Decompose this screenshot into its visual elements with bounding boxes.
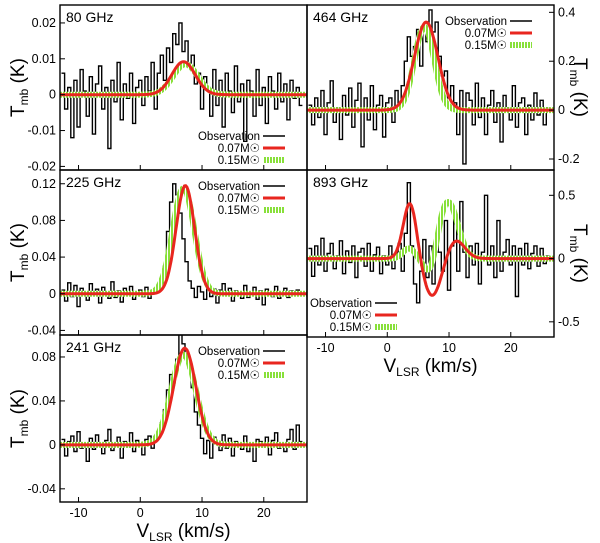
frame-p225 <box>59 169 308 336</box>
xtick-label-p241: 20 <box>257 506 271 520</box>
observation-line-p893 <box>308 182 550 304</box>
xtick-label-p241: 10 <box>195 506 209 520</box>
legend-swatch-p893 <box>375 324 397 330</box>
ytick-label-p225: 0.12 <box>32 177 56 191</box>
legend-label-p80: 0.15M☉ <box>218 155 260 167</box>
ytick-label-p80: 0 <box>49 88 56 102</box>
panel-p464: -0.2 0 0.2 0.4 464 GHz Tmb (K) Observation0.07… <box>306 4 590 171</box>
ytick-label-p225: -0.04 <box>28 323 57 337</box>
xtick-label-p893: 20 <box>504 341 518 355</box>
plot-area-p893 <box>307 182 554 304</box>
ytick-label-p241: 0.04 <box>32 394 56 408</box>
ylabel-p893: Tmb (K) <box>567 224 590 283</box>
legend-label-p241: 0.15M☉ <box>218 370 260 382</box>
legend-label-p893: 0.07M☉ <box>330 310 372 322</box>
model-007-line-p464 <box>307 20 554 112</box>
legend-label-p464: 0.07M☉ <box>465 28 507 40</box>
frame-p893 <box>306 169 555 338</box>
plot-area-p241 <box>60 335 307 462</box>
xtick-label-p241: 0 <box>137 506 144 520</box>
legend-label-p225: Observation <box>198 181 260 193</box>
legend-swatch-p241 <box>263 372 285 378</box>
xlabel-p893: VLSR (km/s) <box>383 356 477 379</box>
ytick-label-p241: 0 <box>49 438 56 452</box>
observation-line-p225 <box>61 183 303 308</box>
ylabel-p225: Tmb (K) <box>8 223 31 282</box>
panel-p80: -0.02 -0.01 0 0.01 0.02 80 GHz Tmb (K) Observat… <box>8 4 308 173</box>
model-015-line-p241 <box>60 351 307 448</box>
ylabel-p464: Tmb (K) <box>567 58 590 117</box>
ytick-label-p80: 0.01 <box>32 52 56 66</box>
frame-p241 <box>59 334 308 503</box>
panel-p893: -0.5 0 0.5 -10 0 10 20 893 GHz Tmb (K) VLSR (km/s… <box>306 169 590 379</box>
xlabel-p241: VLSR (km/s) <box>136 521 230 543</box>
freq-label-p893: 893 GHz <box>313 174 368 190</box>
model-015-line-p80 <box>60 61 307 98</box>
ytick-label-p893: 0 <box>558 252 565 266</box>
ytick-label-p225: 0 <box>49 287 56 301</box>
legend-label-p80: 0.07M☉ <box>218 143 260 155</box>
ytick-label-p80: -0.01 <box>28 124 57 138</box>
panel-p241: -0.04 0 0.04 0.08 -10 0 10 20 241 GHz Tmb (K) VLSR… <box>8 334 308 543</box>
xtick-label-p893: 10 <box>442 341 456 355</box>
model-007-line-p225 <box>60 184 307 296</box>
ytick-label-p241: -0.04 <box>28 482 57 496</box>
model-015-line-p464 <box>307 24 554 114</box>
model-007-line-p893 <box>307 202 554 297</box>
legend-label-p893: Observation <box>310 298 372 310</box>
ytick-label-p80: 0.02 <box>32 16 56 30</box>
legend-label-p241: 0.07M☉ <box>218 358 260 370</box>
freq-label-p464: 464 GHz <box>313 9 368 25</box>
freq-label-p241: 241 GHz <box>66 339 121 355</box>
ylabel-p241: Tmb (K) <box>8 389 31 448</box>
ytick-label-p225: 0.08 <box>32 213 56 227</box>
model-007-line-p241 <box>60 346 307 447</box>
ytick-label-p225: 0.04 <box>32 250 56 264</box>
ytick-label-p464: 0.4 <box>558 5 575 19</box>
model-007-line-p80 <box>60 60 307 97</box>
frame-p80 <box>59 4 308 171</box>
legend-swatch-p80 <box>263 157 285 163</box>
legend-label-p241: Observation <box>198 346 260 358</box>
legend-swatch-p464 <box>510 42 532 48</box>
xtick-label-p893: 0 <box>384 341 391 355</box>
legend-label-p893: 0.15M☉ <box>330 322 372 334</box>
ytick-label-p241: 0.08 <box>32 350 56 364</box>
freq-label-p225: 225 GHz <box>66 174 121 190</box>
legend-label-p225: 0.07M☉ <box>218 193 260 205</box>
ylabel-p80: Tmb (K) <box>8 58 31 117</box>
ytick-label-p464: 0 <box>558 103 565 117</box>
ytick-label-p893: -0.5 <box>558 315 580 329</box>
plot-area-p80 <box>60 22 307 150</box>
xtick-label-p893: -10 <box>316 341 334 355</box>
legend-label-p80: Observation <box>198 131 260 143</box>
ytick-label-p80: -0.02 <box>28 159 57 173</box>
plot-area-p225 <box>60 183 307 308</box>
legend-label-p225: 0.15M☉ <box>218 205 260 217</box>
legend-swatch-p225 <box>263 207 285 213</box>
freq-label-p80: 80 GHz <box>66 9 113 25</box>
xtick-label-p241: -10 <box>69 506 87 520</box>
legend-label-p464: Observation <box>445 16 507 28</box>
ytick-label-p893: 0.5 <box>558 188 575 202</box>
ytick-label-p464: -0.2 <box>558 152 580 166</box>
observation-line-p80 <box>61 22 303 150</box>
ytick-label-p464: 0.2 <box>558 54 575 68</box>
panel-p225: -0.04 0 0.04 0.08 0.12 225 GHz Tmb (K) Observat… <box>8 169 308 337</box>
plot-area-p464 <box>307 9 554 165</box>
legend-label-p464: 0.15M☉ <box>465 40 507 52</box>
model-015-line-p225 <box>60 184 307 297</box>
